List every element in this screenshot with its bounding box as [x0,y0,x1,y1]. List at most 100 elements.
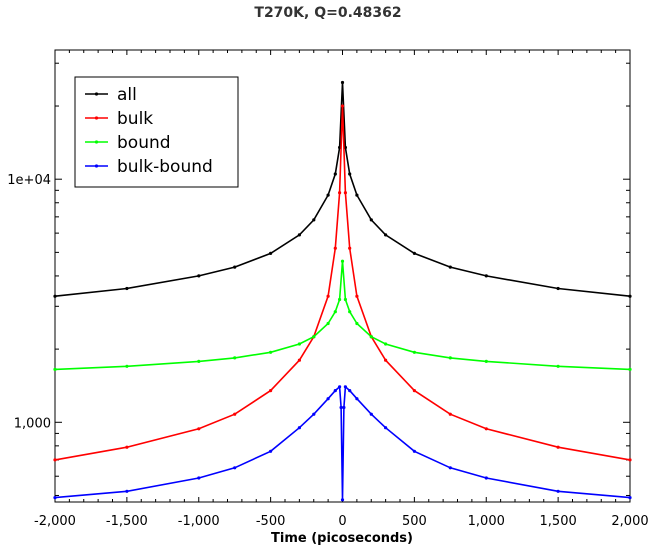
legend-label-bound: bound [117,133,171,153]
legend-marker-bound [94,140,99,144]
series-point-all [197,274,201,278]
legend: all bulk bound bulk-bound [74,76,239,188]
series-point-all [125,286,129,291]
series-point-bulk-bound [448,466,452,470]
legend-label-bulk-bound: bulk-bound [117,157,213,177]
series-point-all [556,286,560,291]
series-point-bulk-bound [484,476,488,480]
series-point-bulk-bound [197,476,201,480]
series-point-bulk-bound [326,397,330,401]
series-point-bound [53,367,57,371]
series-point-bulk-bound [412,449,416,453]
series-point-bulk-bound [348,389,352,393]
legend-marker-bulk-bound [94,164,99,168]
series-point-all [312,218,316,222]
series-point-bulk [448,412,452,416]
series-point-bound [312,335,316,339]
x-tick-label: 1,500 [540,514,577,529]
series-point-bulk [484,427,488,431]
series-point-bound [269,350,273,354]
series-point-bound [412,350,416,354]
series-point-bound [343,297,347,302]
series-point-all [233,265,237,269]
series-point-all [448,265,452,269]
series-point-all [355,193,359,197]
series-point-bound [338,297,342,302]
series-point-bound [297,342,301,346]
series-point-bulk-bound [342,405,346,410]
series-point-bound [197,359,201,363]
x-tick-label: 0 [338,514,346,529]
series-point-bound [233,356,237,360]
series-point-bound [125,364,129,368]
series-point-all [340,80,345,85]
series-point-all [412,251,416,255]
series-point-bound [333,310,337,314]
series-point-bulk-bound [233,466,237,470]
series-point-all [628,294,632,298]
series-point-bound [628,367,632,371]
series-point-all [348,172,352,176]
series-point-all [269,251,273,255]
x-tick-label: -500 [256,514,286,529]
series-point-bulk [412,389,416,393]
series-point-bulk [348,246,352,250]
y-tick-label: 1e+04 [7,173,51,188]
series-point-bulk [343,191,347,195]
series-point-bound [556,364,560,368]
series-point-bulk-bound [343,385,347,389]
x-axis-label: Time (picoseconds) [271,531,413,546]
series-point-bound [348,310,352,314]
series-point-bulk [355,294,359,298]
series-point-bulk [326,294,330,298]
x-tick-label: -2,000 [34,514,76,529]
series-point-bulk-bound [340,498,345,502]
series-point-bulk [269,389,273,393]
y-axis: 1,000 1e+04 [7,62,630,496]
x-tick-label: -1,500 [106,514,148,529]
y-tick-label: 1,000 [14,416,51,431]
series-point-bound [484,359,488,363]
series-point-all [484,274,488,278]
series-point-bulk-bound [269,449,273,453]
series-point-bulk [340,104,345,108]
chart-title: T270K, Q=0.48362 [254,5,401,21]
series-point-bound [448,356,452,360]
series-line-bound [54,261,631,371]
series-point-bulk-bound [556,489,560,493]
series-point-bound [369,335,373,339]
series-point-bulk-bound [628,496,632,500]
series-point-bulk [556,445,560,449]
series-point-all [297,233,301,237]
legend-marker-bulk [94,116,99,120]
series-point-bulk [628,458,632,462]
series-point-bulk [297,358,301,362]
series-point-bulk [233,412,237,416]
x-tick-label: -1,000 [178,514,220,529]
series-point-all [53,294,57,298]
series-point-all [369,218,373,222]
series-point-bulk [125,445,129,449]
series-point-all [384,233,388,237]
series-point-bulk-bound [355,397,359,401]
series-point-bound [340,259,345,263]
series-point-bulk [333,246,337,250]
series-lines [53,80,632,502]
series-point-bulk [338,191,342,195]
series-point-bulk-bound [333,389,337,393]
legend-box [74,76,239,188]
series-point-all [333,172,337,176]
series-point-bound [355,321,359,326]
x-tick-label: 1,000 [468,514,505,529]
series-point-bulk-bound [312,412,316,416]
series-point-all [326,193,330,197]
legend-marker-all [94,92,99,96]
series-point-bulk [197,427,201,431]
series-point-bulk-bound [53,496,57,500]
series-point-bound [384,342,388,346]
series-point-bulk-bound [339,405,343,410]
series-point-bulk-bound [125,489,129,493]
x-tick-label: 2,000 [611,514,648,529]
x-tick-label: 500 [402,514,427,529]
